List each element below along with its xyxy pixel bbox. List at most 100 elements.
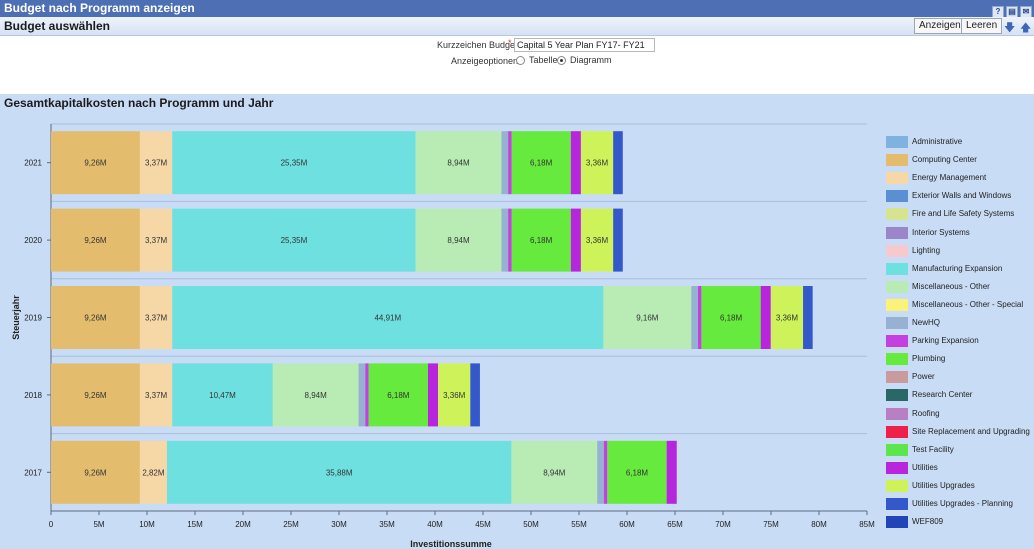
x-tick-label: 25M [283, 520, 299, 529]
data-label: 8,94M [305, 391, 328, 400]
legend-label: Utilities [912, 462, 938, 472]
legend-swatch [886, 335, 908, 348]
bar-segment [760, 286, 771, 349]
legend-label: Administrative [912, 137, 963, 146]
bar-segment [415, 131, 502, 195]
bar-segment [508, 131, 512, 195]
legend-swatch [886, 389, 908, 402]
radio-table[interactable] [516, 56, 525, 65]
window-title: Budget nach Programm anzeigen [4, 1, 195, 15]
data-label: 3,36M [586, 236, 609, 245]
x-tick-label: 75M [763, 520, 779, 529]
radio-table-label: Tabelle [529, 55, 558, 65]
clear-button[interactable]: Leeren [961, 18, 1003, 34]
arrow-up-icon[interactable]: 🡅 [1020, 22, 1032, 34]
data-label: 8,94M [543, 468, 566, 477]
bar-segment [172, 286, 604, 349]
legend-label: Utilities Upgrades [912, 480, 975, 490]
bar-segment [358, 363, 366, 427]
x-tick-label: 70M [715, 520, 731, 529]
data-label: 2,82M [142, 468, 165, 477]
x-tick-label: 60M [619, 520, 635, 529]
panel-header: Budget auswählen Anzeigen Leeren 🡇 🡅 [0, 17, 1034, 36]
data-label: 25,35M [281, 236, 308, 245]
legend-swatch [886, 298, 908, 311]
radio-chart-label: Diagramm [570, 55, 612, 65]
data-label: 9,26M [84, 468, 107, 477]
bar-segment [139, 131, 173, 195]
legend-label: Miscellaneous - Other - Special [912, 299, 1024, 309]
data-label: 3,36M [776, 314, 799, 323]
legend-label: Lighting [912, 245, 941, 255]
data-label: 8,94M [447, 159, 470, 168]
legend-label: Plumbing [912, 354, 946, 364]
legend-label: Interior Systems [912, 227, 970, 237]
data-label: 10,47M [209, 391, 236, 400]
display-options-label: Anzeigeoptionen [451, 56, 519, 66]
legend-swatch [886, 262, 908, 275]
bar-segment [427, 363, 439, 427]
bar-segment [508, 208, 512, 272]
legend-label: Research Center [912, 390, 973, 400]
legend-swatch [886, 172, 908, 185]
data-label: 44,91M [374, 314, 401, 323]
bar-segment [570, 131, 581, 195]
help-icon[interactable]: ? [992, 6, 1004, 18]
data-label: 6,18M [387, 391, 410, 400]
data-label: 6,18M [530, 159, 553, 168]
bar-segment [166, 440, 512, 504]
data-label: 9,16M [636, 314, 659, 323]
data-label: 6,18M [720, 314, 743, 323]
bar-segment [272, 363, 359, 427]
bar-segment [438, 363, 471, 427]
arrow-down-icon[interactable]: 🡇 [1004, 22, 1016, 34]
data-label: 3,36M [586, 159, 609, 168]
legend-swatch [886, 498, 908, 510]
legend-label: Utilities Upgrades - Planning [912, 499, 1013, 508]
legend-swatch [886, 280, 908, 293]
x-tick-label: 65M [667, 520, 683, 529]
legend-label: Parking Expansion [912, 336, 979, 346]
y-axis-label: Steuerjahr [11, 295, 21, 340]
x-tick-label: 5M [93, 520, 104, 529]
bar-segment [666, 440, 677, 504]
legend-swatch [886, 479, 908, 492]
data-label: 3,37M [145, 314, 168, 323]
legend-label: Exterior Walls and Windows [912, 191, 1012, 201]
bar-segment [511, 131, 571, 195]
legend-swatch [886, 516, 908, 529]
bar-segment [603, 286, 692, 349]
bar-segment [415, 208, 502, 272]
data-label: 9,26M [84, 391, 107, 400]
bar-segment [501, 131, 509, 195]
data-label: 9,26M [84, 314, 107, 323]
bar-segment [139, 440, 167, 504]
legend-label: Energy Management [912, 173, 987, 183]
x-tick-label: 45M [475, 520, 491, 529]
radio-chart[interactable] [557, 56, 566, 65]
show-button[interactable]: Anzeigen [914, 18, 966, 34]
x-tick-label: 40M [427, 520, 443, 529]
legend-swatch [886, 190, 908, 203]
bar-segment [470, 363, 480, 427]
bar-segment [139, 363, 173, 427]
legend-swatch [886, 407, 908, 420]
bar-segment [803, 286, 813, 349]
data-label: 3,37M [145, 236, 168, 245]
bar-segment [139, 286, 173, 349]
bar-segment [607, 440, 667, 504]
bar-segment [511, 208, 571, 272]
legend-swatch [886, 425, 908, 438]
bar-segment [613, 131, 623, 195]
short-budget-input[interactable]: Capital 5 Year Plan FY17- FY21 [514, 38, 655, 52]
data-label: 3,37M [145, 391, 168, 400]
chart-title: Gesamtkapitalkosten nach Programm und Ja… [4, 96, 274, 110]
bar-segment [51, 363, 140, 427]
bar-segment [51, 440, 140, 504]
bar-segment [691, 286, 699, 349]
y-tick-label: 2021 [24, 159, 42, 168]
x-tick-label: 80M [811, 520, 827, 529]
data-label: 9,26M [84, 159, 107, 168]
legend-swatch [886, 371, 908, 384]
data-label: 9,26M [84, 236, 107, 245]
